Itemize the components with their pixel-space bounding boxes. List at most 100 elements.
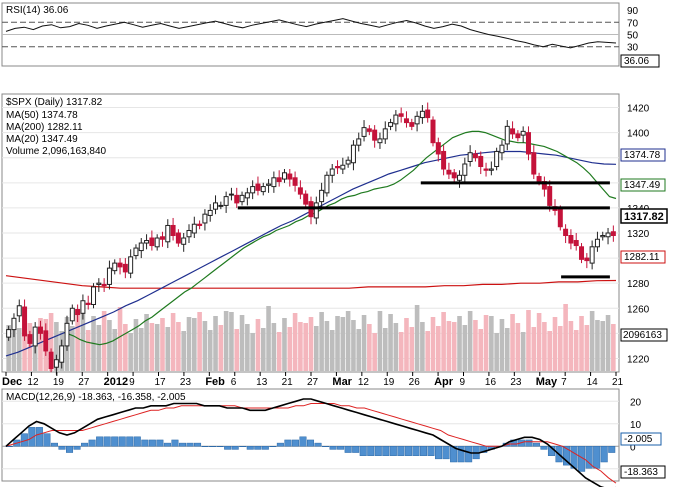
candle <box>48 348 54 373</box>
candle-body <box>271 177 277 188</box>
candle <box>340 157 346 175</box>
price-tick-label: 1260 <box>627 304 650 315</box>
macd-hist-bar <box>525 439 533 447</box>
price-tick-label: 1420 <box>627 104 650 115</box>
volume-bar <box>298 322 303 371</box>
candle <box>520 126 526 143</box>
candle-body <box>382 128 388 140</box>
candle <box>366 125 372 136</box>
candle-body <box>96 282 102 285</box>
macd-hist-bar <box>81 442 89 447</box>
macd-hist-bar <box>58 446 66 450</box>
macd-hist-bar <box>367 446 375 456</box>
macd-hist-bar <box>382 446 390 456</box>
candle-body <box>276 177 282 183</box>
candle-body <box>499 144 505 154</box>
x-tick-label: Mar <box>332 376 352 388</box>
candle <box>96 278 102 292</box>
volume-bar <box>504 328 510 371</box>
macd-hist-bar <box>427 446 435 456</box>
macd-hist-bar <box>465 446 473 463</box>
candle-body <box>589 246 595 264</box>
volume-bar <box>345 311 351 371</box>
candle-body <box>472 153 478 159</box>
volume-bar <box>170 313 176 371</box>
candle-body <box>202 213 208 224</box>
macd-hist-bar <box>50 442 58 447</box>
volume-bar <box>414 305 420 371</box>
volume-bar <box>573 330 579 371</box>
macd-hist-bar <box>306 439 315 447</box>
candle <box>345 156 351 168</box>
macd-hist-bar <box>540 446 548 450</box>
macd-hist-bar <box>329 446 337 450</box>
candle <box>271 171 277 193</box>
volume-bar <box>558 326 563 371</box>
price-tick-label: 1400 <box>627 129 650 140</box>
candle <box>80 294 86 320</box>
candle-body <box>297 187 303 195</box>
macd-hist-bar <box>201 446 209 447</box>
volume-bar <box>260 328 266 371</box>
candle-body <box>414 115 420 125</box>
volume-bar <box>605 315 611 371</box>
candle-body <box>366 128 372 132</box>
candle <box>101 278 107 292</box>
x-tick-label: 9 <box>460 377 466 388</box>
macd-hist-bar <box>532 442 540 447</box>
volume-bar <box>478 329 484 371</box>
x-tick-label: 21 <box>612 377 624 388</box>
candle <box>483 162 489 177</box>
candle <box>281 169 287 183</box>
candle-body <box>133 247 139 257</box>
candle <box>441 145 447 176</box>
macd-hist-bar <box>156 439 164 447</box>
tag-ma200: 1282.11 <box>624 252 660 263</box>
volume-bar <box>229 312 234 371</box>
volume-bar <box>96 325 102 371</box>
candle <box>266 179 272 193</box>
candle <box>213 195 219 215</box>
macd-hist-bar <box>133 436 141 447</box>
candle-body <box>80 300 86 314</box>
candle <box>223 191 229 213</box>
tag-ma20: 1347.49 <box>624 180 661 191</box>
candle <box>144 234 150 250</box>
volume-bar <box>547 331 552 371</box>
candle-body <box>340 164 346 170</box>
candle <box>388 118 394 131</box>
candle-body <box>69 307 75 322</box>
volume-bar <box>112 329 118 371</box>
macd-hist-bar <box>284 439 292 447</box>
candle-body <box>594 238 600 248</box>
candle <box>16 299 22 323</box>
macd-hist-bar <box>389 446 397 456</box>
candle <box>85 295 91 310</box>
candle-body <box>266 183 272 186</box>
volume-bar <box>239 315 245 371</box>
volume-bar <box>531 327 537 371</box>
candle <box>515 130 521 142</box>
tag-last: 1317.82 <box>624 211 664 223</box>
candle <box>472 150 478 162</box>
volume-bar <box>600 321 606 371</box>
volume-bar <box>483 315 489 371</box>
volume-bar <box>494 333 499 371</box>
macd-hist-bar <box>126 436 134 447</box>
candle <box>287 169 293 187</box>
candle-body <box>520 130 526 136</box>
candle <box>494 147 500 171</box>
support-resistance-lines <box>237 181 610 279</box>
candle <box>610 225 616 242</box>
x-tick-label: 23 <box>180 377 192 388</box>
volume-bar <box>303 323 308 371</box>
candle <box>239 191 245 206</box>
candle <box>589 240 595 270</box>
x-tick-label: 27 <box>78 377 90 388</box>
candle-body <box>388 122 394 127</box>
volume-bar <box>489 316 494 371</box>
macd-hist-bar <box>35 427 43 447</box>
candle <box>69 304 75 325</box>
x-tick-label: 7 <box>561 377 567 388</box>
